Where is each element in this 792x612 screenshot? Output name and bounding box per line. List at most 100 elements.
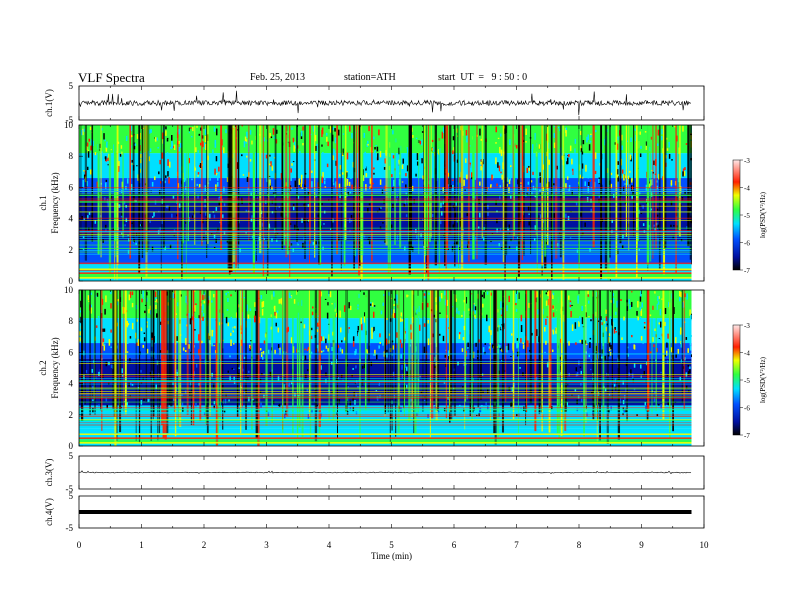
psd-speckle (191, 178, 193, 181)
psd-speckle (637, 316, 639, 321)
psd-speckle (392, 155, 395, 159)
psd-speckle (567, 155, 569, 157)
psd-speckle (202, 141, 204, 148)
psd-speckle (176, 336, 178, 341)
psd-speckle (90, 292, 92, 295)
impulse-streak (190, 290, 192, 426)
psd-speckle (252, 398, 254, 401)
psd-speckle (225, 129, 227, 134)
colorbar-tick-label: -4 (744, 350, 750, 358)
psd-speckle (320, 365, 322, 370)
impulse-streak (113, 125, 117, 242)
psd-speckle (415, 235, 418, 239)
impulse-streak (489, 290, 492, 422)
psd-speckle (670, 200, 673, 206)
psd-speckle (221, 150, 224, 158)
psd-speckle (441, 131, 444, 139)
psd-speckle (169, 244, 172, 249)
psd-speckle (419, 140, 422, 145)
psd-speckle (483, 337, 485, 344)
psd-speckle (339, 347, 342, 352)
psd-speckle (686, 226, 688, 229)
psd-speckle (416, 153, 419, 161)
psd-speckle (678, 147, 680, 154)
psd-speckle (416, 412, 418, 416)
psd-speckle (585, 343, 588, 345)
psd-speckle (433, 405, 436, 408)
psd-speckle (552, 329, 554, 332)
psd-speckle (461, 314, 463, 317)
psd-speckle (149, 371, 152, 376)
psd-speckle (491, 174, 493, 181)
psd-speckle (143, 398, 145, 401)
psd-speckle (237, 372, 240, 378)
psd-speckle (572, 332, 575, 338)
psd-speckle (211, 160, 214, 166)
psd-speckle (571, 190, 573, 196)
psd-speckle (393, 179, 395, 187)
impulse-streak (205, 290, 207, 425)
psd-speckle (431, 213, 434, 217)
psd-speckle (496, 210, 498, 213)
psd-speckle (653, 160, 655, 166)
psd-speckle (161, 152, 164, 159)
psd-speckle (497, 137, 500, 140)
psd-speckle (401, 181, 404, 183)
psd-speckle (661, 298, 663, 301)
psd-speckle (595, 324, 597, 329)
psd-speckle (126, 402, 128, 406)
psd-speckle (106, 198, 109, 204)
psd-speckle (687, 348, 689, 353)
psd-speckle (643, 326, 646, 329)
psd-speckle (490, 184, 492, 187)
psd-speckle (118, 161, 120, 167)
psd-speckle (478, 412, 480, 417)
psd-speckle (632, 191, 634, 196)
psd-speckle (230, 332, 232, 336)
colorbar (732, 324, 741, 436)
psd-speckle (110, 329, 112, 333)
psd-speckle (547, 290, 549, 297)
psd-speckle (649, 314, 652, 317)
impulse-streak (333, 290, 336, 416)
psd-speckle (384, 169, 386, 174)
psd-speckle (515, 308, 518, 312)
psd-speckle (620, 299, 622, 301)
psd-speckle (110, 364, 113, 369)
psd-speckle (420, 139, 423, 146)
psd-speckle (90, 145, 92, 151)
psd-speckle (378, 208, 381, 211)
psd-speckle (110, 194, 113, 199)
psd-speckle (263, 237, 265, 240)
psd-speckle (385, 329, 388, 334)
x-tick-label: 7 (514, 540, 519, 550)
psd-speckle (170, 146, 172, 150)
psd-speckle (334, 128, 336, 132)
psd-speckle (613, 336, 615, 343)
psd-speckle (259, 348, 262, 351)
psd-speckle (373, 167, 375, 170)
psd-speckle (424, 166, 426, 170)
impulse-streak (89, 290, 91, 416)
psd-speckle (574, 148, 576, 153)
psd-speckle (160, 181, 162, 184)
psd-speckle (511, 159, 513, 167)
psd-speckle (455, 241, 458, 245)
impulse-streak (309, 290, 312, 441)
psd-speckle (528, 302, 530, 308)
psd-speckle (534, 162, 536, 167)
psd-speckle (87, 151, 90, 158)
impulse-streak (345, 125, 347, 240)
impulse-streak (413, 290, 415, 435)
psd-speckle (400, 343, 403, 348)
psd-speckle (321, 176, 324, 184)
psd-speckle (102, 328, 104, 332)
psd-speckle (608, 342, 611, 347)
impulse-streak (649, 125, 652, 262)
psd-speckle (471, 172, 473, 178)
narrowband-line (79, 200, 692, 201)
psd-speckle (134, 322, 136, 330)
psd-speckle (406, 148, 409, 154)
psd-speckle (463, 311, 466, 318)
psd-speckle (374, 151, 376, 158)
